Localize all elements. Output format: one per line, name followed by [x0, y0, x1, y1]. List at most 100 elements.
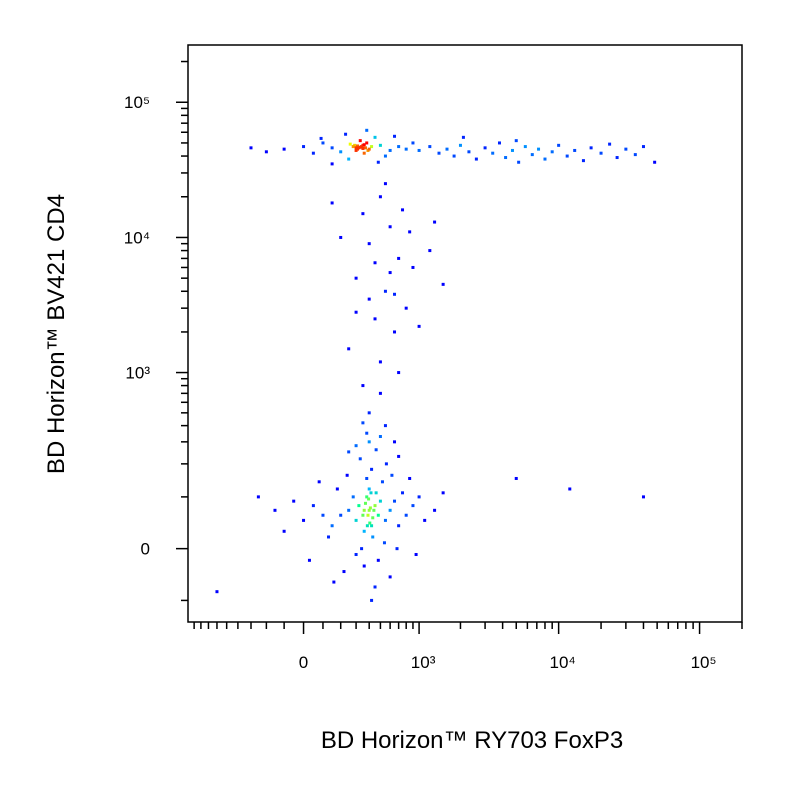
event-dot: [360, 547, 364, 551]
event-dot: [358, 145, 362, 149]
event-dot: [374, 491, 378, 495]
event-dot: [404, 513, 408, 517]
event-dot: [365, 141, 369, 145]
event-dot: [397, 145, 401, 149]
event-dot: [393, 134, 397, 138]
event-dot: [483, 146, 487, 150]
event-dot: [543, 157, 547, 161]
event-dot: [393, 440, 397, 444]
event-dot: [573, 148, 577, 152]
event-dot: [384, 462, 388, 466]
event-dot: [414, 553, 418, 557]
event-dot: [361, 384, 365, 388]
event-dot: [347, 508, 351, 512]
event-dot: [497, 141, 501, 145]
event-dot: [344, 132, 348, 136]
event-dot: [367, 508, 371, 512]
event-dot: [376, 558, 380, 562]
event-dot: [369, 491, 373, 495]
event-dot: [332, 580, 336, 584]
event-dot: [368, 521, 372, 525]
event-dot: [383, 518, 387, 522]
event-dot: [517, 160, 521, 164]
event-dot: [330, 162, 334, 166]
event-dot: [467, 150, 471, 154]
event-dot: [641, 145, 645, 149]
event-dot: [373, 317, 377, 321]
event-dot: [373, 504, 377, 508]
event-dot: [373, 135, 377, 139]
event-dot: [380, 480, 384, 484]
event-dot: [624, 147, 628, 151]
y-tick-label: 0: [141, 540, 150, 559]
event-dot: [378, 360, 382, 364]
event-dot: [441, 491, 445, 495]
event-dot: [557, 143, 561, 147]
event-dot: [292, 499, 296, 503]
event-dot: [342, 570, 346, 574]
event-dot: [321, 513, 325, 517]
event-dot: [362, 508, 366, 512]
event-dot: [383, 424, 387, 428]
event-dot: [537, 147, 541, 151]
event-dot: [317, 480, 321, 484]
event-dot: [347, 347, 351, 351]
event-dot: [362, 564, 366, 568]
event-dot: [354, 146, 358, 150]
event-dot: [366, 513, 370, 517]
event-dot: [311, 151, 315, 155]
event-dot: [370, 524, 374, 528]
event-dot: [358, 457, 362, 461]
event-dot: [367, 497, 371, 501]
event-dot: [370, 467, 374, 471]
event-dot: [373, 261, 377, 265]
event-dot: [339, 235, 343, 239]
event-dot: [395, 547, 399, 551]
event-dot: [565, 154, 569, 158]
event-dot: [361, 421, 365, 425]
event-dot: [393, 292, 397, 296]
event-dot: [599, 151, 603, 155]
event-dot: [608, 142, 612, 146]
event-dot: [568, 487, 572, 491]
x-tick-label: 10⁵: [691, 653, 717, 672]
event-dot: [581, 159, 585, 163]
event-dot: [411, 504, 415, 508]
event-dot: [215, 590, 219, 594]
event-dot: [523, 145, 527, 149]
event-dot: [282, 147, 286, 151]
event-dot: [311, 504, 315, 508]
event-dot: [423, 518, 427, 522]
event-dot: [354, 518, 358, 522]
event-dot: [378, 435, 382, 439]
event-dot: [355, 144, 359, 148]
event-dot: [354, 553, 358, 557]
event-dot: [404, 306, 408, 310]
event-dot: [397, 256, 401, 260]
event-dot: [474, 157, 478, 161]
event-dot: [633, 153, 637, 157]
event-dot: [362, 151, 366, 155]
plot-frame: [187, 44, 743, 623]
event-dot: [641, 495, 645, 499]
event-dot: [393, 330, 397, 334]
event-dot: [372, 508, 376, 512]
points: [215, 128, 657, 602]
axes: 0 10³ 10⁴ 10⁵ 0 10³ 10⁴ 10⁵: [124, 60, 743, 672]
event-dot: [382, 541, 386, 545]
event-dot: [363, 146, 367, 150]
event-dot: [347, 157, 351, 161]
event-dot: [383, 289, 387, 293]
y-tick-label: 10⁵: [124, 93, 150, 112]
event-dot: [401, 491, 405, 495]
event-dot: [428, 145, 432, 149]
event-dot: [367, 242, 371, 246]
event-dot: [397, 454, 401, 458]
event-dot: [378, 195, 382, 199]
event-dot: [264, 150, 268, 154]
event-dot: [354, 276, 358, 280]
event-dot: [374, 448, 378, 452]
event-dot: [330, 201, 334, 205]
event-dot: [302, 518, 306, 522]
